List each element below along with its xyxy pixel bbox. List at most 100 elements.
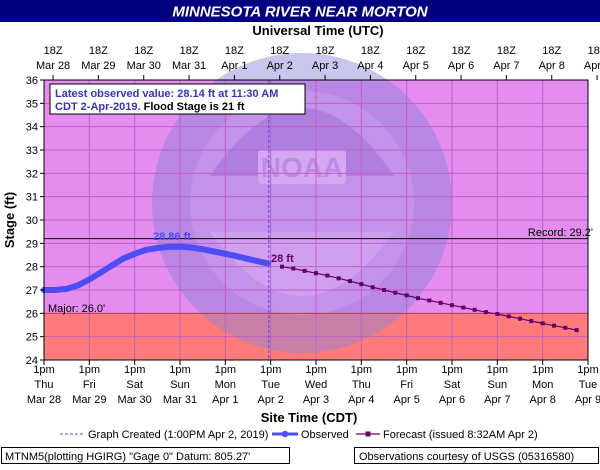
- major-label: Major: 26.0': [48, 303, 105, 315]
- x-tick-label-time: 1pm: [351, 364, 372, 376]
- x-tick-label-date: Apr 1: [212, 394, 238, 406]
- observed-point: [188, 244, 195, 251]
- forecast-point: [382, 288, 386, 292]
- latest-value-box: Latest observed value: 28.14 ft at 11:30…: [49, 83, 306, 115]
- x-top-tick-label-date: Apr 3: [312, 60, 338, 72]
- forecast-point: [450, 303, 454, 308]
- x-top-tick-label-date: Mar 28: [36, 60, 70, 72]
- observed-point: [75, 282, 81, 289]
- y-tick-label: 35: [26, 98, 38, 110]
- observed-point: [52, 287, 59, 293]
- x-axis-title: Site Time (CDT): [261, 410, 358, 425]
- x-tick-label-day: Sat: [126, 379, 143, 391]
- x-tick-label-day: Tue: [261, 379, 280, 391]
- observed-point: [233, 253, 240, 260]
- forecast-point: [461, 305, 466, 310]
- forecast-point: [404, 293, 409, 298]
- y-tick-label: 27: [26, 285, 38, 297]
- y-axis-title: Stage (ft): [2, 192, 17, 248]
- x-top-tick-label-time: 18Z: [542, 45, 561, 57]
- x-top-tick-label-date: Apr 7: [493, 60, 519, 72]
- forecast-point: [314, 271, 318, 276]
- y-tick-label: 28: [26, 262, 38, 274]
- legend-observed: Observed: [301, 429, 349, 441]
- latest-value-line1: Latest observed value: 28.14 ft at 11:30…: [55, 88, 278, 100]
- x-tick-label-date: Apr 9: [575, 394, 600, 406]
- x-top-tick-label-time: 18Z: [316, 45, 335, 57]
- x-top-tick-label-date: Apr 1: [221, 60, 247, 72]
- top-axis-title: Universal Time (UTC): [252, 23, 383, 38]
- series-group: [41, 243, 579, 333]
- x-top-tick-label-date: Apr 8: [539, 60, 565, 72]
- x-tick-label-time: 1pm: [215, 364, 236, 376]
- x-top-tick-label-date: Mar 29: [81, 60, 115, 72]
- x-tick-label-time: 1pm: [532, 364, 553, 376]
- y-tick-label: 29: [26, 238, 38, 250]
- x-tick-label-date: Apr 7: [484, 394, 510, 406]
- x-tick-label-day: Sat: [444, 379, 461, 391]
- x-top-tick-label-time: 18Z: [134, 45, 153, 57]
- legend-forecast: Forecast (issued 8:32AM Apr 2): [383, 429, 538, 441]
- observed-point: [154, 245, 161, 251]
- observed-point: [256, 258, 263, 265]
- forecast-point: [472, 307, 477, 312]
- x-top-tick-label-date: Apr 6: [448, 60, 474, 72]
- y-tick-label: 33: [26, 145, 38, 157]
- footer-left-box: [1, 447, 290, 464]
- x-top-tick-label-time: 18Z: [225, 45, 244, 57]
- x-tick-label-day: Mon: [532, 379, 553, 391]
- x-tick-label-time: 1pm: [487, 364, 508, 376]
- forecast-point: [359, 282, 364, 287]
- forecast-point: [336, 276, 341, 281]
- forecast-point: [574, 328, 579, 333]
- observed-point: [222, 250, 229, 257]
- latest-value-line2: CDT 2-Apr-2019. Flood Stage is 21 ft: [55, 101, 245, 113]
- svg-text:NOAA: NOAA: [261, 152, 343, 183]
- forecast-point: [518, 316, 522, 321]
- x-tick-label-time: 1pm: [577, 364, 598, 376]
- y-tick-label: 34: [26, 122, 38, 134]
- x-top-tick-label-time: 18Z: [406, 45, 425, 57]
- x-tick-label-time: 1pm: [169, 364, 190, 376]
- observed-point: [211, 248, 217, 255]
- x-tick-label-time: 1pm: [124, 364, 145, 376]
- flood-stage-text: Flood Stage is 21 ft: [144, 101, 245, 113]
- x-tick-label-time: 1pm: [260, 364, 281, 376]
- x-tick-label-day: Thu: [352, 379, 371, 391]
- x-tick-label-time: 1pm: [33, 364, 54, 376]
- forecast-point: [325, 273, 330, 278]
- x-top-tick-label-date: Apr 4: [357, 60, 383, 72]
- x-top-tick-label-time: 18Z: [497, 45, 516, 57]
- forecast-point: [495, 312, 500, 317]
- forecast-point: [427, 298, 432, 303]
- observed-point: [165, 243, 172, 250]
- x-top-tick-label-date: Apr 9: [584, 60, 600, 72]
- forecast-point: [552, 323, 556, 328]
- forecast-point: [302, 268, 307, 273]
- y-tick-label: 24: [26, 355, 38, 367]
- y-tick-label: 36: [26, 75, 38, 87]
- x-top-tick-label-date: Mar 30: [127, 60, 161, 72]
- y-tick-label: 31: [26, 192, 38, 204]
- footer-credit: Observations courtesy of USGS (05316580): [359, 451, 574, 463]
- axes: 24 25 26 27 28 29 30 31 32 33 34 35 36 1pm Thu Mar 28 1p…: [26, 45, 600, 406]
- x-tick-label-day: Wed: [305, 379, 327, 391]
- title-bar: [0, 0, 600, 22]
- legend: Graph Created (1:00PM Apr 2, 2019) Obser…: [60, 429, 538, 441]
- x-tick-label-time: 1pm: [396, 364, 417, 376]
- x-tick-label-date: Apr 5: [394, 394, 420, 406]
- record-label: Record: 29.2': [528, 227, 593, 239]
- x-top-tick-label-date: Apr 5: [403, 60, 429, 72]
- y-tick-label: 26: [26, 308, 38, 320]
- x-tick-label-time: 1pm: [79, 364, 100, 376]
- x-top-tick-label-time: 18Z: [452, 45, 471, 57]
- observed-point: [199, 246, 206, 253]
- forecast-point: [563, 325, 568, 330]
- observed-peak-label: 28.86 ft: [153, 231, 191, 243]
- forecast-point: [370, 285, 375, 290]
- forecast-point: [393, 290, 398, 295]
- x-tick-label-date: Apr 2: [258, 394, 284, 406]
- observed-point: [86, 276, 93, 283]
